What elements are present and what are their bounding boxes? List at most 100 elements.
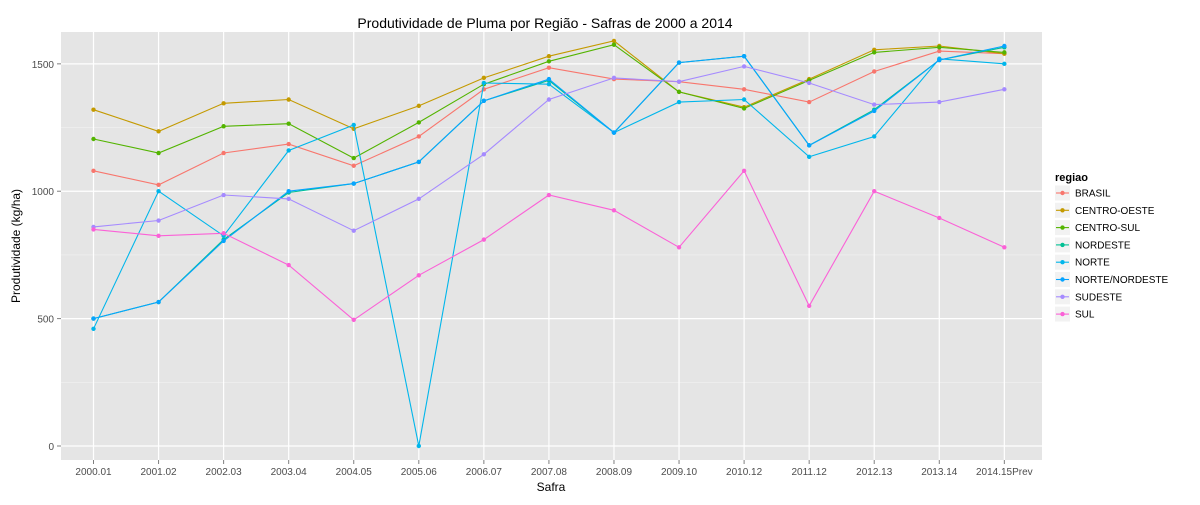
data-point-norte-nordeste [611,130,617,135]
legend-item-centro-oeste: CENTRO-OESTE [1055,202,1155,218]
x-tick-label: 2007.08 [531,467,568,478]
plot-background [61,32,1042,460]
data-point-centro-oeste [416,103,421,109]
x-tick-label: 2008.09 [596,467,633,478]
data-point-sul [1002,245,1007,250]
data-point-centro-sul [1002,50,1007,55]
data-point-norte [546,82,552,87]
data-point-sul [91,227,96,232]
data-point-sudeste [416,196,421,202]
data-point-sudeste [676,79,682,84]
data-point-sul [156,233,161,239]
x-tick-label: 2006.07 [466,467,503,478]
data-point-norte [806,154,812,160]
data-point-norte [416,443,421,449]
legend-label: NORTE [1075,258,1110,269]
data-point-centro-oeste [611,38,617,44]
legend-item-norte: NORTE [1055,254,1110,270]
grid-layer [61,32,1042,460]
legend-label: SUDESTE [1075,292,1123,303]
data-point-sul [286,262,291,268]
data-point-sudeste [1002,87,1007,92]
x-tick-label: 2014.15Prev [976,467,1033,478]
x-tick-label: 2002.03 [206,467,243,478]
x-tick-label: 2009.10 [661,467,698,478]
x-tick-label: 2004.05 [336,467,373,478]
data-point-sul [741,168,747,174]
data-point-centro-sul [91,136,96,142]
legend-item-sul: SUL [1055,306,1095,322]
data-point-centro-sul [611,42,617,47]
data-point-centro-oeste [546,54,552,59]
data-point-centro-sul [416,120,421,125]
legend-key-point [1060,190,1065,196]
legend-key-point [1060,208,1065,213]
y-tick-label: 0 [48,442,54,453]
data-point-centro-sul [937,45,942,50]
data-point-sudeste [741,64,747,69]
data-point-norte-nordeste [872,108,877,114]
data-point-centro-sul [221,124,226,129]
data-point-norte-nordeste [1002,43,1007,49]
legend-label: CENTRO-SUL [1075,223,1140,234]
data-point-norte-nordeste [351,181,356,186]
legend-title: regiao [1055,172,1088,184]
legend-key-point [1060,294,1065,299]
legend-label: NORDESTE [1075,240,1131,251]
legend-items: BRASIL CENTRO-OESTE CENTRO-SUL NORDESTE NORT… [1055,185,1168,322]
data-point-norte-nordeste [221,238,226,244]
data-point-centro-oeste [481,75,487,81]
data-point-brasil [416,134,421,139]
x-tick-label: 2010.12 [726,467,763,478]
x-tick-label: 2011.12 [791,467,827,478]
legend-item-brasil: BRASIL [1055,185,1111,201]
data-point-sul [806,303,812,309]
data-point-sul [676,245,682,250]
data-point-sudeste [156,218,161,223]
data-point-sudeste [221,192,226,198]
legend-item-sudeste: SUDESTE [1055,289,1123,305]
y-axis-title: Produtividade (kg/ha) [9,189,23,303]
data-point-sul [416,273,421,278]
data-point-norte-nordeste [481,98,487,103]
data-point-brasil [221,150,226,156]
x-tick-label: 2012.13 [856,467,893,478]
data-point-brasil [806,99,812,105]
data-point-sudeste [937,99,942,105]
data-point-sudeste [481,152,487,157]
legend-key-point [1060,242,1065,248]
data-point-sul [937,215,942,221]
data-point-sudeste [286,196,291,202]
data-point-brasil [872,69,877,74]
x-tick-label: 2003.04 [271,467,308,478]
legend-item-norte-nordeste: NORTE/NORDESTE [1055,272,1168,287]
data-point-sul [481,237,487,242]
data-point-norte [286,148,291,153]
data-point-brasil [286,141,291,147]
data-point-brasil [156,182,161,188]
series-sudeste [91,64,1007,233]
data-point-norte-nordeste [546,76,552,82]
data-point-sul [611,208,617,213]
x-axis-title: Safra [537,480,566,494]
data-point-norte-nordeste [937,57,942,63]
data-point-centro-sul [546,59,552,64]
legend-label: NORTE/NORDESTE [1075,275,1168,286]
legend-key-point [1060,225,1065,230]
data-point-centro-oeste [221,101,226,106]
data-point-sudeste [611,75,617,81]
data-point-brasil [741,87,747,92]
legend-item-nordeste: NORDESTE [1055,237,1131,253]
data-point-norte-nordeste [806,143,812,148]
legend-item-centro-sul: CENTRO-SUL [1055,220,1140,236]
data-point-sudeste [351,228,356,233]
data-point-brasil [91,168,96,174]
data-point-centro-sul [676,89,682,95]
data-point-norte-nordeste [156,299,161,305]
data-point-centro-oeste [91,107,96,112]
legend-key-point [1060,311,1065,317]
x-tick-label: 2013.14 [921,467,958,478]
x-tick-label: 2000.01 [75,467,112,478]
